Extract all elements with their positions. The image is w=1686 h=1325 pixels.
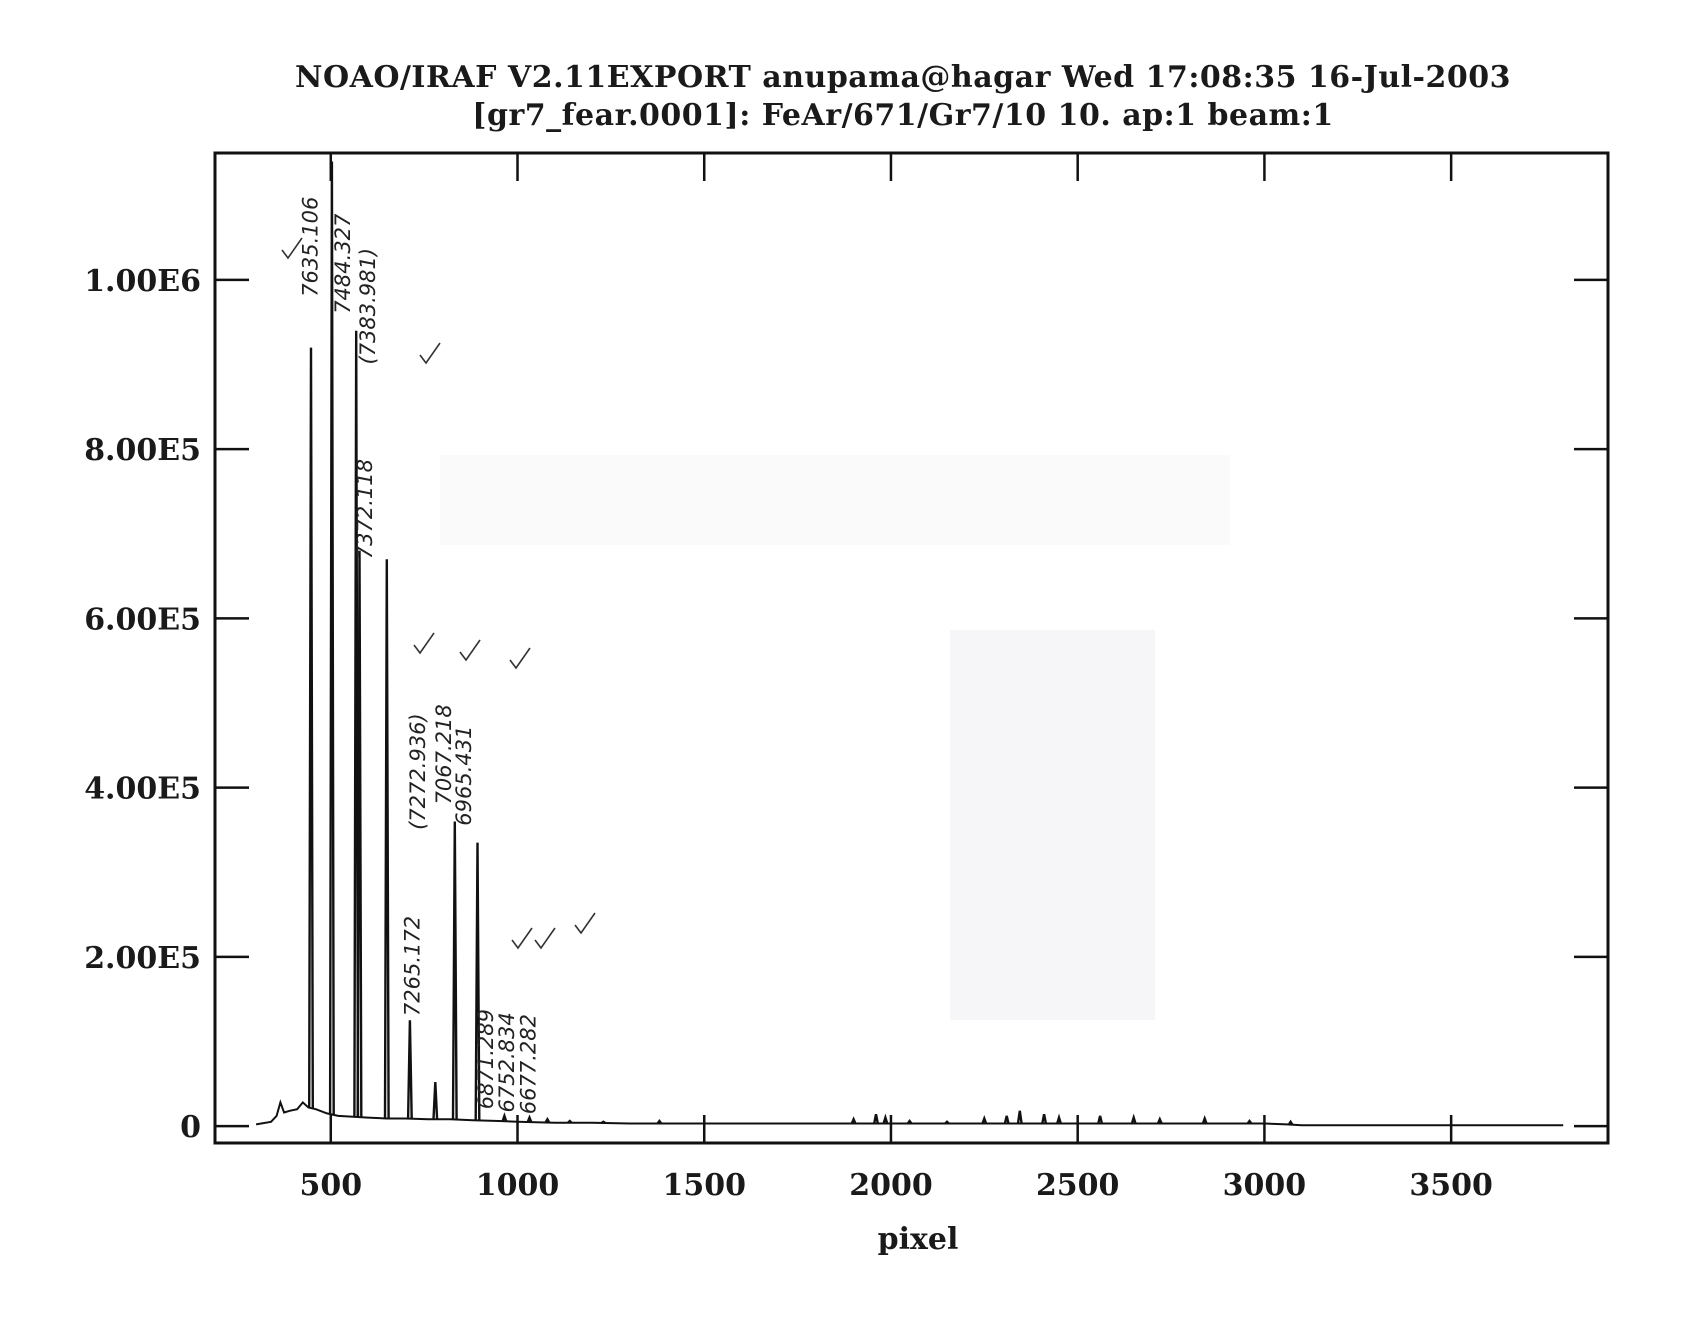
emission-line <box>882 1113 889 1124</box>
emission-line <box>981 1114 988 1124</box>
check-mark <box>419 342 441 365</box>
emission-line <box>600 1120 606 1124</box>
wavelength-annotation: 6677.282 <box>516 1014 540 1114</box>
spectrum-baseline <box>255 1099 1564 1127</box>
wavelength-annotation: 6965.431 <box>452 725 476 825</box>
y-tick-label: 6.00E5 <box>84 602 201 637</box>
emission-line <box>1056 1113 1062 1124</box>
check-mark <box>511 927 533 950</box>
emission-line <box>406 1020 413 1119</box>
wavelength-annotation: 7635.106 <box>298 197 322 297</box>
x-tick-label: 1500 <box>662 1168 746 1203</box>
emission-line <box>526 1114 533 1123</box>
y-tick-label: 2.00E5 <box>84 941 201 976</box>
emission-line <box>944 1120 950 1125</box>
y-tick-label: 0 <box>180 1110 201 1145</box>
emission-line <box>1130 1113 1137 1124</box>
check-mark <box>281 237 303 260</box>
line-annotations: 7635.106 7484.327 (7383.981) 7372.118 (7272.… <box>281 197 596 1114</box>
x-tick-label: 2500 <box>1036 1168 1120 1203</box>
emission-line <box>432 1082 439 1120</box>
x-tick-label: 3500 <box>1409 1168 1493 1203</box>
emission-line <box>1246 1118 1253 1125</box>
emission-line <box>1097 1115 1104 1124</box>
x-tick-label: 3000 <box>1223 1168 1307 1203</box>
x-axis-label: pixel <box>877 1222 959 1257</box>
emission-line <box>906 1118 913 1125</box>
check-mark <box>574 912 596 935</box>
emission-line <box>451 821 458 1120</box>
emission-line <box>328 161 335 1115</box>
y-tick-label: 4.00E5 <box>84 772 201 807</box>
wavelength-annotation: 7265.172 <box>401 916 425 1016</box>
wavelength-annotation: (7383.981) <box>356 248 380 365</box>
emission-line <box>1041 1113 1048 1124</box>
wavelength-annotation: 7484.327 <box>331 213 355 314</box>
emission-line <box>567 1119 573 1124</box>
axis-ticks: 500 1000 1500 2000 2500 3000 3500 0 2.00E5 4.00E5… <box>84 153 1608 1203</box>
emission-line <box>1003 1115 1010 1124</box>
x-tick-label: 1000 <box>476 1168 560 1203</box>
y-tick-label: 1.00E6 <box>84 264 201 299</box>
wavelength-annotation: 7067.218 <box>432 704 456 804</box>
plot-frame <box>213 151 1610 1145</box>
emission-line <box>501 1112 508 1122</box>
check-mark <box>459 639 481 662</box>
y-tick-label: 8.00E5 <box>84 433 201 468</box>
emission-line <box>1156 1116 1163 1124</box>
emission-line <box>656 1118 663 1125</box>
emission-line <box>873 1113 879 1124</box>
chart-subtitle: [gr7_fear.0001]: FeAr/671/Gr7/10 10. ap:… <box>472 98 1334 133</box>
emission-line <box>308 347 314 1109</box>
emission-line <box>383 559 390 1119</box>
paper-shading-band <box>440 455 1230 545</box>
wavelength-annotation: 7372.118 <box>353 459 377 559</box>
check-mark <box>509 647 531 670</box>
emission-line <box>1016 1110 1023 1124</box>
x-tick-label: 500 <box>299 1168 362 1203</box>
plot-axes <box>213 151 1610 1145</box>
chart-title: NOAO/IRAF V2.11EXPORT anupama@hagar Wed … <box>295 60 1511 95</box>
emission-line <box>356 550 363 1118</box>
spectrum-series <box>255 161 1564 1127</box>
x-tick-label: 2000 <box>849 1168 933 1203</box>
emission-line <box>850 1116 857 1124</box>
emission-line <box>1201 1114 1208 1124</box>
emission-line <box>474 842 481 1121</box>
wavelength-annotation: 6871.289 <box>474 1009 498 1109</box>
wavelength-annotation: 6752.834 <box>495 1012 519 1112</box>
wavelength-annotation: (7272.936) <box>406 713 430 830</box>
emission-line <box>1287 1119 1294 1126</box>
paper-shading <box>950 630 1155 1020</box>
emission-line <box>544 1116 551 1124</box>
check-mark <box>534 927 556 950</box>
check-mark <box>413 632 435 655</box>
